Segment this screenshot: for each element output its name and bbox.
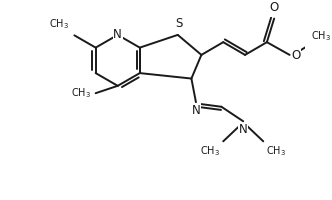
Text: N: N: [113, 28, 122, 41]
Text: S: S: [175, 17, 182, 30]
Text: O: O: [270, 1, 279, 14]
Text: CH$_3$: CH$_3$: [266, 144, 286, 158]
Text: CH$_3$: CH$_3$: [71, 86, 91, 100]
Text: CH$_3$: CH$_3$: [49, 17, 69, 31]
Text: CH$_3$: CH$_3$: [201, 144, 220, 158]
Text: N: N: [192, 104, 200, 117]
Text: CH$_3$: CH$_3$: [310, 29, 331, 43]
Text: O: O: [291, 49, 301, 62]
Text: N: N: [239, 123, 248, 136]
